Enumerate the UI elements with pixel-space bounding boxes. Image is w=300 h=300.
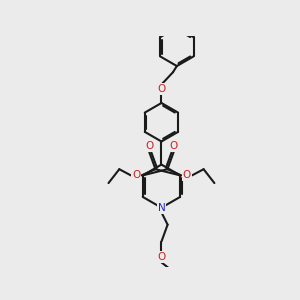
Text: O: O <box>157 84 166 94</box>
Text: O: O <box>157 252 166 262</box>
Text: O: O <box>182 170 191 180</box>
Text: O: O <box>169 141 178 151</box>
Text: O: O <box>145 141 153 151</box>
Text: N: N <box>158 203 165 213</box>
Text: O: O <box>132 170 140 180</box>
